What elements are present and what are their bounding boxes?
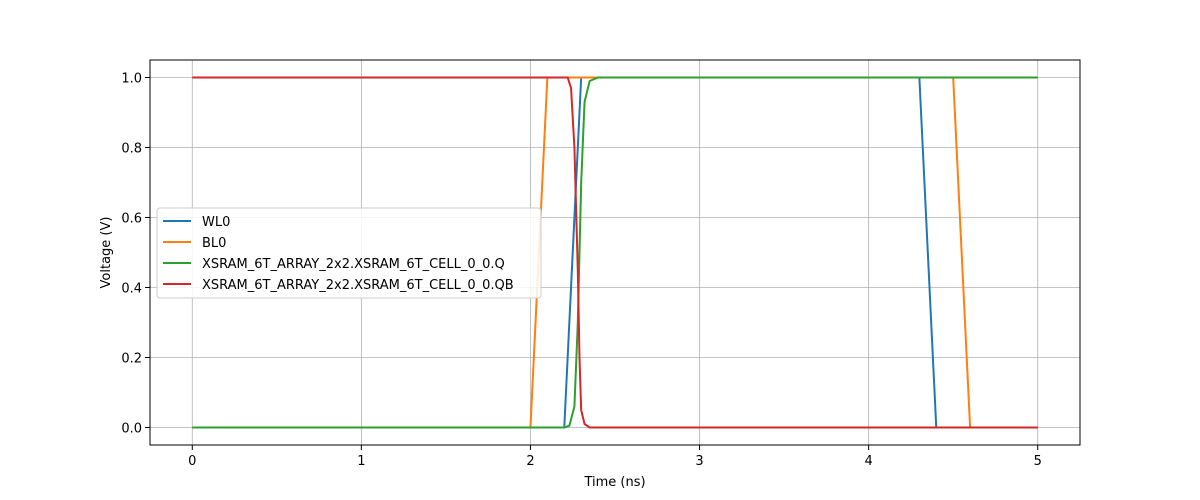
y-tick-label: 1.0	[121, 72, 142, 87]
legend-entry: WL0	[202, 215, 230, 230]
y-tick-label: 0.8	[121, 142, 142, 157]
y-tick-label: 0.6	[121, 212, 142, 227]
x-tick-label: 2	[526, 454, 534, 469]
plot-area-frame	[149, 59, 1081, 446]
x-tick-label: 4	[864, 454, 872, 469]
x-tick-label: 0	[188, 454, 196, 469]
x-axis-label: Time (ns)	[583, 475, 645, 490]
legend: WL0 BL0 XSRAM_6T_ARRAY_2x2.XSRAM_6T_CELL_0…	[156, 207, 542, 299]
legend-box	[156, 207, 542, 299]
x-tick-label: 3	[695, 454, 703, 469]
legend-entry: XSRAM_6T_ARRAY_2x2.XSRAM_6T_CELL_0_0.QB	[202, 278, 514, 293]
series-lines	[192, 76, 1038, 429]
series-line-2	[192, 76, 1038, 429]
y-axis-label: Voltage (V)	[99, 217, 114, 289]
y-tick-label: 0.0	[121, 422, 142, 437]
axis-ticks: 0 1 2 3 4 5 0.0 0.2 0.4 0.6 0.8 1.0	[121, 72, 1042, 470]
x-tick-label: 1	[357, 454, 365, 469]
legend-entry: BL0	[202, 236, 226, 251]
series-line-3	[192, 76, 1038, 429]
x-tick-label: 5	[1034, 454, 1042, 469]
legend-entry: XSRAM_6T_ARRAY_2x2.XSRAM_6T_CELL_0_0.Q	[202, 257, 505, 272]
y-tick-label: 0.2	[121, 352, 142, 367]
y-tick-label: 0.4	[121, 282, 142, 297]
